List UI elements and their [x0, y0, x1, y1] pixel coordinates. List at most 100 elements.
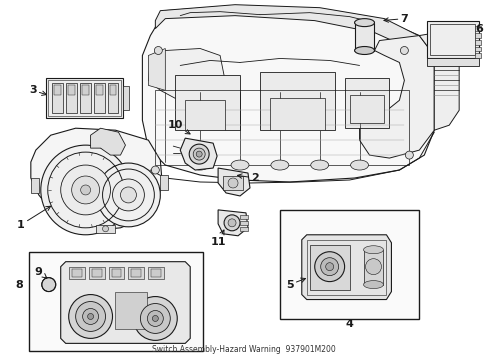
Polygon shape [31, 128, 162, 230]
Bar [81, 85, 88, 95]
Bar [279, 210, 419, 319]
Text: 5: 5 [285, 278, 305, 289]
Circle shape [189, 144, 209, 164]
Bar [269, 98, 324, 130]
Circle shape [227, 178, 238, 188]
Circle shape [61, 165, 110, 215]
Bar [68, 267, 84, 279]
Bar [148, 267, 164, 279]
Bar [474, 26, 480, 31]
Text: 6: 6 [474, 24, 482, 33]
Polygon shape [301, 235, 390, 300]
Bar [48, 80, 121, 116]
Ellipse shape [230, 160, 248, 170]
Polygon shape [155, 5, 438, 75]
Text: 8: 8 [15, 280, 23, 289]
Bar [151, 269, 161, 276]
Polygon shape [180, 138, 217, 170]
Bar [185, 100, 224, 130]
Bar [65, 84, 77, 113]
Bar [474, 32, 480, 37]
Circle shape [154, 46, 162, 54]
Circle shape [405, 151, 412, 159]
Bar [111, 269, 121, 276]
Bar [123, 86, 129, 110]
Bar [80, 84, 90, 113]
Ellipse shape [191, 160, 209, 170]
Text: 1: 1 [17, 206, 51, 230]
Ellipse shape [354, 19, 374, 27]
Circle shape [147, 310, 163, 327]
Bar [72, 269, 81, 276]
Circle shape [227, 219, 236, 227]
Ellipse shape [363, 280, 383, 289]
Bar [115, 292, 147, 329]
Circle shape [151, 166, 159, 174]
Bar [95, 85, 102, 95]
Text: 11: 11 [210, 230, 225, 247]
Circle shape [196, 151, 202, 157]
Bar [260, 72, 334, 130]
Bar [309, 245, 349, 289]
Bar [46, 78, 123, 118]
Polygon shape [218, 168, 249, 196]
Bar [240, 215, 247, 219]
Bar [91, 269, 102, 276]
Circle shape [72, 176, 100, 204]
Polygon shape [142, 6, 433, 182]
Text: 7: 7 [383, 14, 407, 24]
Bar [240, 221, 247, 225]
Circle shape [87, 314, 93, 319]
Bar [429, 24, 474, 55]
Bar [363, 250, 383, 285]
Bar [240, 227, 247, 231]
Ellipse shape [354, 46, 374, 54]
Circle shape [76, 302, 105, 332]
Circle shape [120, 187, 136, 203]
Polygon shape [419, 31, 458, 130]
Circle shape [320, 258, 338, 276]
Bar [223, 176, 243, 190]
Text: 4: 4 [345, 319, 353, 329]
Circle shape [152, 315, 158, 321]
Bar [88, 267, 104, 279]
Circle shape [314, 252, 344, 282]
Circle shape [81, 185, 90, 195]
Text: 10: 10 [167, 120, 190, 134]
Circle shape [112, 179, 144, 211]
Circle shape [140, 303, 170, 333]
Bar [93, 84, 104, 113]
Bar [474, 40, 480, 45]
Polygon shape [148, 49, 224, 100]
Bar [108, 267, 124, 279]
Bar [29, 252, 203, 351]
Bar [155, 90, 408, 165]
Ellipse shape [350, 160, 368, 170]
Bar [175, 75, 240, 130]
Polygon shape [359, 36, 433, 158]
Circle shape [400, 46, 407, 54]
Text: 9: 9 [35, 267, 47, 278]
Text: Switch Assembly-Hazard Warning  937901M200: Switch Assembly-Hazard Warning 937901M20… [152, 345, 335, 354]
Circle shape [41, 278, 56, 292]
Bar [54, 85, 61, 95]
Circle shape [68, 294, 112, 338]
Circle shape [193, 148, 205, 160]
Bar [160, 175, 168, 190]
Ellipse shape [270, 160, 288, 170]
Bar [427, 58, 478, 67]
Bar [67, 85, 75, 95]
Polygon shape [90, 128, 125, 155]
Circle shape [102, 226, 108, 232]
Circle shape [224, 215, 240, 231]
Bar [474, 46, 480, 51]
Bar [354, 23, 374, 50]
Bar [107, 84, 118, 113]
Polygon shape [218, 210, 247, 236]
Bar [349, 95, 384, 123]
Bar [427, 21, 478, 58]
Bar [131, 269, 141, 276]
Circle shape [96, 163, 160, 227]
Polygon shape [148, 49, 165, 90]
Bar [95, 225, 115, 233]
